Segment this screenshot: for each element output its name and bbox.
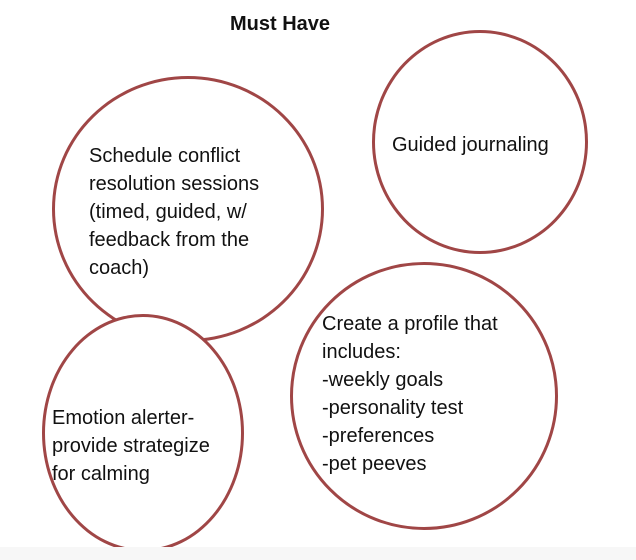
emotion-alerter-text: Emotion alerter- provide strategize for … — [52, 407, 210, 485]
guided-journaling-text: Guided journaling — [392, 134, 549, 156]
conflict-resolution-text: Schedule conflict resolution sessions (t… — [89, 145, 260, 279]
feature-bubble-guided-journaling — [372, 30, 588, 254]
feature-bubble-profile — [290, 262, 558, 530]
feature-bubble-conflict-resolution — [52, 76, 324, 342]
diagram-title: Must Have — [229, 13, 331, 35]
page-bottom-edge — [0, 547, 636, 560]
profile-text: Create a profile that includes: -weekly … — [322, 313, 498, 475]
feature-bubble-emotion-alerter — [42, 314, 244, 552]
